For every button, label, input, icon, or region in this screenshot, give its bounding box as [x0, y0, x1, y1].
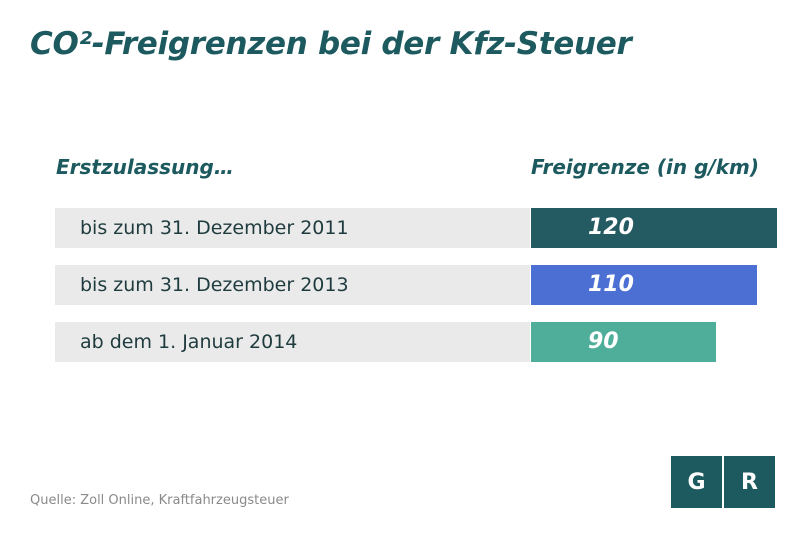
source-note: Quelle: Zoll Online, Kraftfahrzeugsteuer: [30, 493, 289, 508]
bar: [531, 208, 777, 248]
chart-title: CO²-Freigrenzen bei der Kfz-Steuer: [30, 26, 632, 62]
logo-letter-r: R: [741, 469, 758, 495]
column-header-registration: Erstzulassung…: [56, 155, 234, 179]
bar-value-label: 90: [588, 329, 619, 354]
column-header-threshold: Freigrenze (in g/km): [531, 155, 759, 179]
bar: [531, 322, 716, 362]
logo-divider: [722, 456, 724, 508]
gr-logo: G R: [671, 456, 775, 508]
row-background: [55, 208, 530, 248]
bar: [531, 265, 757, 305]
row-background: [55, 265, 530, 305]
category-label: bis zum 31. Dezember 2013: [80, 274, 349, 296]
category-label: ab dem 1. Januar 2014: [80, 331, 298, 353]
category-label: bis zum 31. Dezember 2011: [80, 217, 349, 239]
logo-letter-g: G: [687, 469, 706, 495]
row-background: [55, 322, 530, 362]
bar-value-label: 120: [588, 215, 634, 240]
bar-value-label: 110: [588, 272, 634, 297]
